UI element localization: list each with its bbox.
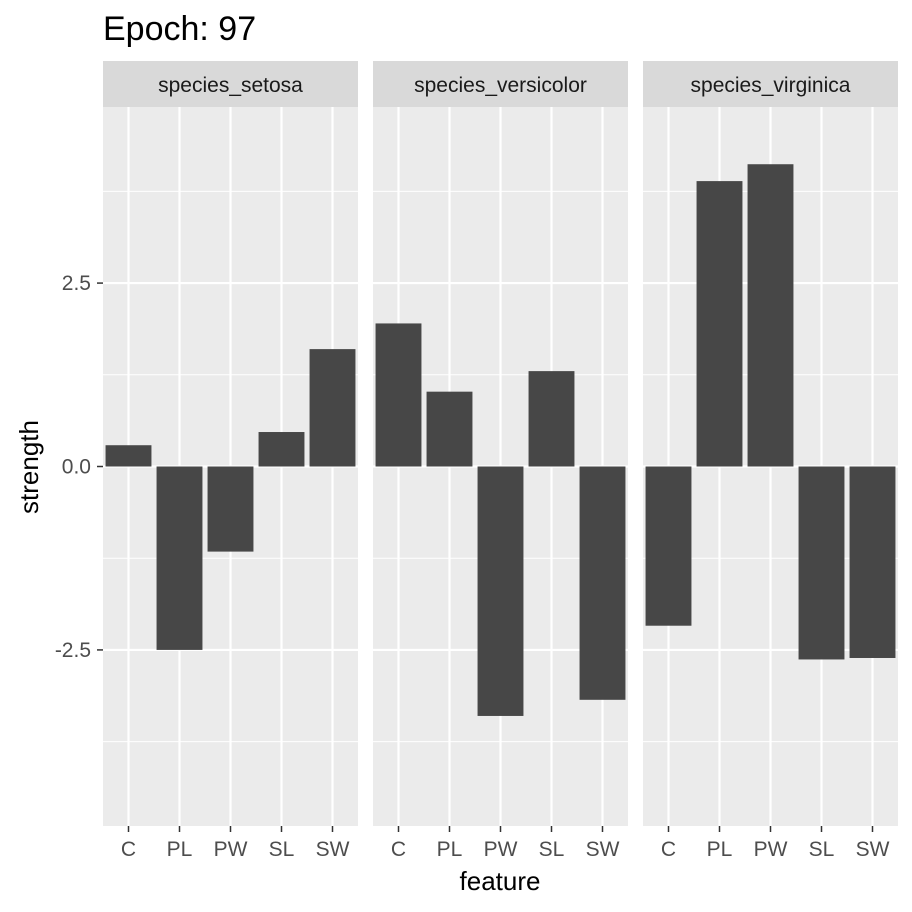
bar-PL — [696, 181, 743, 467]
bar-PW — [207, 466, 254, 552]
bar-C — [645, 466, 692, 626]
x-tick-label: C — [391, 838, 406, 861]
x-tick-label: SL — [539, 838, 565, 861]
bar-C — [105, 445, 152, 467]
x-tick-label: PL — [707, 838, 733, 861]
x-tick-label: SL — [269, 838, 295, 861]
y-tick-label: -2.5 — [55, 639, 91, 662]
y-axis-title: strength — [14, 420, 44, 514]
x-tick-label: SL — [809, 838, 835, 861]
y-tick-label: 0.0 — [62, 456, 91, 479]
x-tick-label: C — [661, 838, 676, 861]
panel-species_versicolor: species_versicolor C PL PW SL SW — [373, 61, 628, 861]
bar-SW — [579, 466, 626, 700]
x-tick-label: C — [121, 838, 136, 861]
x-tick-label: PL — [167, 838, 193, 861]
x-tick-label: SW — [856, 838, 890, 861]
chart-title: Epoch: 97 — [103, 10, 256, 48]
bar-PL — [426, 391, 473, 467]
x-axis-title: feature — [460, 866, 541, 896]
facet-strip — [103, 61, 358, 107]
bar-SW — [309, 349, 356, 467]
bar-PL — [156, 466, 203, 650]
bar-SL — [258, 432, 305, 467]
x-tick-label: PL — [437, 838, 463, 861]
panel-species_setosa: species_setosa C PL PW SL SW — [103, 61, 358, 861]
bar-C — [375, 323, 422, 467]
x-tick-label: SW — [586, 838, 620, 861]
x-tick-label: PW — [754, 838, 788, 861]
y-tick-label: 2.5 — [62, 272, 91, 295]
y-axis: -2.5 0.0 2.5 — [55, 272, 103, 662]
facet-strip-label: species_versicolor — [414, 74, 587, 97]
bar-PW — [747, 164, 794, 467]
panel-species_virginica: species_virginica C PL PW SL SW — [643, 61, 898, 861]
x-tick-label: PW — [484, 838, 518, 861]
bar-SL — [528, 371, 575, 467]
facet-strip — [643, 61, 898, 107]
bar-SW — [849, 466, 896, 658]
bar-PW — [477, 466, 524, 716]
x-tick-label: PW — [214, 838, 248, 861]
facet-strip — [373, 61, 628, 107]
facet-strip-label: species_virginica — [691, 74, 851, 97]
x-tick-label: SW — [316, 838, 350, 861]
facet-strip-label: species_setosa — [158, 74, 303, 97]
bar-SL — [798, 466, 845, 660]
